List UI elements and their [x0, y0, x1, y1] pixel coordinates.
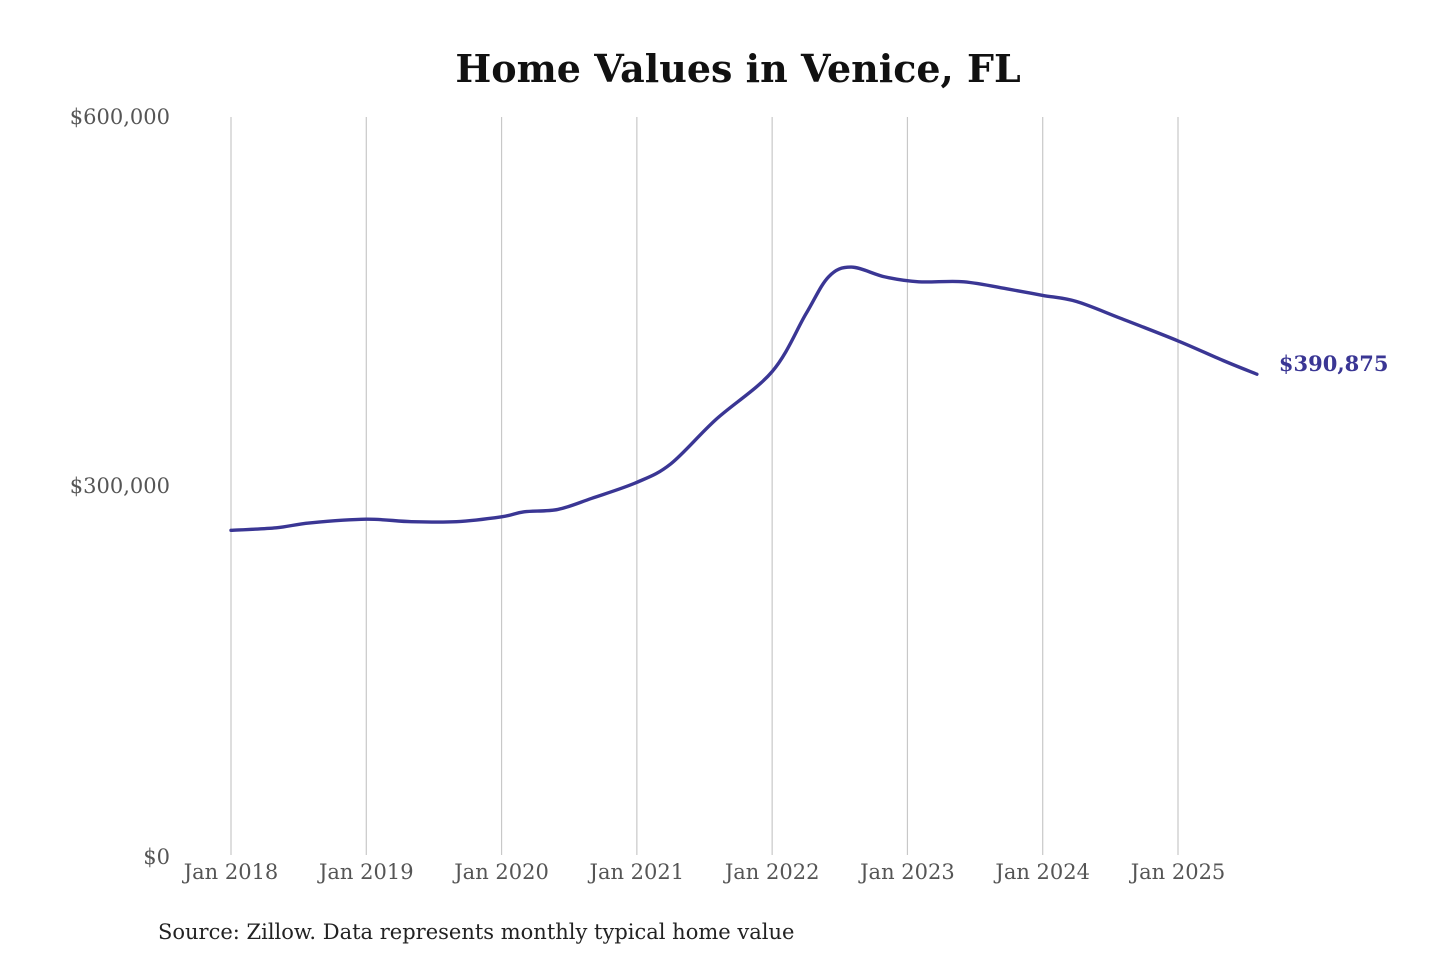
x-tick-label: Jan 2025 [1129, 860, 1226, 884]
x-tick-label: Jan 2020 [452, 860, 549, 884]
y-tick-label: $0 [143, 845, 170, 869]
x-tick-label: Jan 2018 [182, 860, 279, 884]
chart-title: Home Values in Venice, FL [455, 46, 1020, 91]
x-tick-label: Jan 2019 [317, 860, 414, 884]
y-tick-label: $300,000 [70, 474, 170, 498]
source-note: Source: Zillow. Data represents monthly … [158, 920, 794, 944]
x-tick-label: Jan 2023 [858, 860, 955, 884]
x-tick-label: Jan 2022 [723, 860, 820, 884]
y-tick-label: $600,000 [70, 105, 170, 129]
y-axis-ticks: $0 $300,000 $600,000 [70, 105, 170, 869]
x-tick-label: Jan 2024 [993, 860, 1090, 884]
end-value-label: $390,875 [1279, 351, 1389, 376]
x-tick-label: Jan 2021 [588, 860, 685, 884]
gridlines [230, 117, 1179, 855]
x-axis-ticks: Jan 2018 Jan 2019 Jan 2020 Jan 2021 Jan 2022… [182, 860, 1226, 884]
series-line [229, 265, 1259, 532]
